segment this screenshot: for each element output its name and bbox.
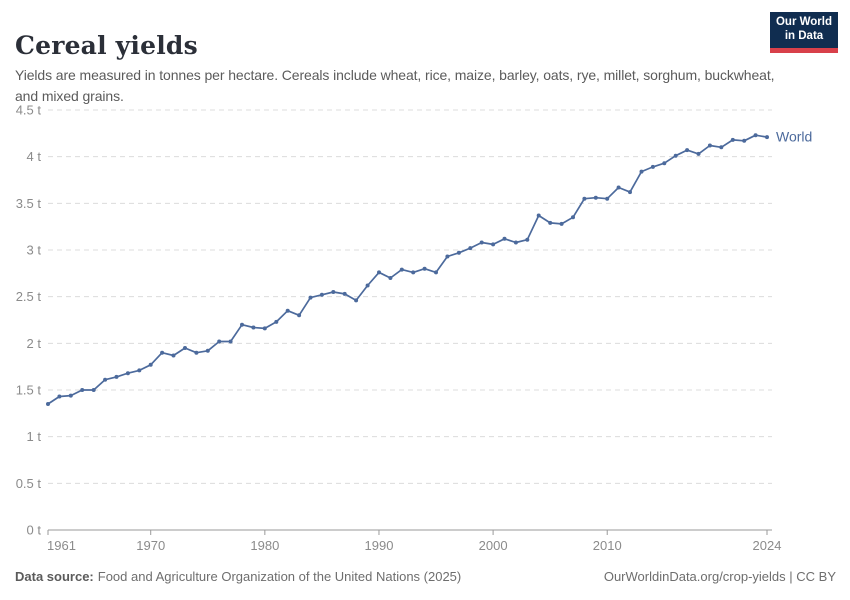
data-point-marker[interactable] [319, 292, 324, 297]
data-point-marker[interactable] [582, 196, 587, 201]
y-axis-tick-label: 3.5 t [16, 196, 42, 211]
data-point-marker[interactable] [251, 325, 256, 330]
data-point-marker[interactable] [331, 290, 336, 294]
data-point-marker[interactable] [605, 196, 610, 201]
series-end-label: World [776, 129, 812, 145]
x-axis-tick-label: 1970 [136, 538, 165, 553]
owid-logo-line1: Our World [775, 16, 832, 28]
data-point-marker[interactable] [46, 402, 50, 406]
chart-footer: Data source: Food and Agriculture Organiz… [15, 569, 836, 584]
data-point-marker[interactable] [628, 190, 632, 195]
data-source-text: Food and Agriculture Organization of the… [97, 569, 462, 584]
data-point-marker[interactable] [194, 350, 199, 355]
data-point-marker[interactable] [422, 266, 427, 271]
data-point-marker[interactable] [525, 237, 530, 242]
data-point-marker[interactable] [536, 213, 541, 218]
data-point-marker[interactable] [308, 295, 313, 300]
x-axis-tick-label: 2000 [479, 538, 508, 553]
page-title: Cereal yields [15, 30, 198, 60]
data-point-marker[interactable] [228, 339, 233, 344]
data-source-label: Data source: [15, 569, 94, 584]
data-point-marker[interactable] [730, 137, 735, 142]
x-axis-tick-label: 2010 [593, 538, 622, 553]
data-point-marker[interactable] [571, 215, 575, 220]
data-point-marker[interactable] [639, 169, 644, 174]
x-axis-tick-label: 1961 [47, 538, 76, 553]
data-point-marker[interactable] [160, 350, 165, 355]
owid-logo-line2: in Data [784, 29, 824, 42]
data-point-marker[interactable] [445, 254, 450, 259]
data-point-marker[interactable] [205, 348, 210, 353]
data-point-marker[interactable] [513, 240, 518, 245]
data-point-marker[interactable] [125, 371, 130, 376]
data-point-marker[interactable] [377, 270, 381, 275]
data-point-marker[interactable] [365, 283, 370, 288]
data-point-marker[interactable] [91, 388, 96, 392]
data-point-marker[interactable] [765, 135, 769, 140]
data-point-marker[interactable] [285, 308, 290, 313]
y-axis-tick-label: 4 t [27, 149, 42, 164]
owid-logo[interactable]: Our World in Data [770, 12, 838, 53]
data-point-marker[interactable] [262, 326, 267, 331]
data-point-marker[interactable] [114, 374, 119, 379]
data-point-marker[interactable] [685, 148, 690, 153]
data-point-marker[interactable] [240, 322, 244, 327]
data-point-marker[interactable] [297, 313, 302, 318]
data-point-marker[interactable] [68, 393, 73, 398]
y-axis-tick-label: 4.5 t [16, 103, 42, 118]
data-point-marker[interactable] [673, 153, 678, 158]
data-point-marker[interactable] [491, 242, 496, 247]
y-axis-tick-label: 2 t [27, 336, 42, 351]
data-point-marker[interactable] [753, 133, 758, 138]
data-point-marker[interactable] [696, 151, 701, 156]
y-axis-tick-label: 2.5 t [16, 289, 42, 304]
world-yield-line[interactable] [47, 134, 768, 405]
y-axis-tick-label: 1 t [27, 429, 42, 444]
chart-subtitle: Yields are measured in tonnes per hectar… [15, 67, 775, 104]
data-point-marker[interactable] [502, 236, 507, 241]
data-point-marker[interactable] [742, 138, 747, 143]
y-axis-tick-label: 3 t [27, 243, 42, 258]
data-point-marker[interactable] [719, 145, 724, 150]
data-point-marker[interactable] [456, 250, 461, 255]
x-axis-tick-label: 2024 [753, 538, 782, 553]
x-axis-tick-label: 1980 [250, 538, 279, 553]
data-point-marker[interactable] [57, 394, 62, 399]
data-point-marker[interactable] [479, 240, 484, 245]
data-point-marker[interactable] [354, 298, 359, 303]
y-axis-tick-label: 0.5 t [16, 476, 42, 491]
data-point-marker[interactable] [434, 270, 438, 275]
data-point-marker[interactable] [148, 362, 153, 367]
license-credit-link[interactable]: OurWorldinData.org/crop-yields | CC BY [603, 569, 836, 584]
data-point-marker[interactable] [559, 221, 564, 226]
data-point-marker[interactable] [274, 319, 279, 324]
data-point-marker[interactable] [217, 339, 222, 344]
data-point-marker[interactable] [707, 143, 712, 148]
data-point-marker[interactable] [616, 185, 621, 190]
data-point-marker[interactable] [103, 377, 108, 382]
x-axis-tick-label: 1990 [365, 538, 394, 553]
data-point-marker[interactable] [650, 164, 655, 169]
data-point-marker[interactable] [399, 267, 404, 272]
y-axis-tick-label: 0 t [27, 523, 42, 538]
data-point-marker[interactable] [388, 276, 393, 280]
data-point-marker[interactable] [171, 353, 176, 358]
data-point-marker[interactable] [137, 368, 142, 373]
data-point-marker[interactable] [593, 195, 598, 200]
data-point-marker[interactable] [411, 270, 416, 275]
data-point-marker[interactable] [342, 291, 347, 296]
data-point-marker[interactable] [662, 161, 667, 166]
data-point-marker[interactable] [80, 388, 85, 392]
data-point-marker[interactable] [468, 246, 473, 251]
y-axis-tick-label: 1.5 t [16, 383, 42, 398]
data-point-marker[interactable] [183, 346, 187, 350]
data-source: Data source: Food and Agriculture Organiz… [15, 569, 461, 584]
data-point-marker[interactable] [548, 220, 553, 225]
